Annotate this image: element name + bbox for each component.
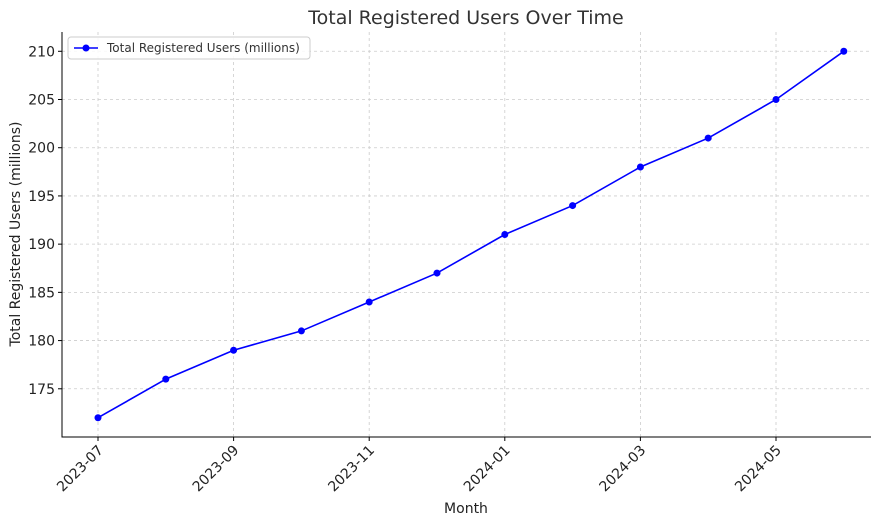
- y-tick-label: 195: [28, 189, 55, 205]
- y-axis: 175 180 185 190 195 200 205 210: [28, 44, 62, 398]
- y-tick-label: 190: [28, 237, 55, 253]
- data-point: [433, 269, 441, 277]
- x-tick-label: 2023-07: [54, 443, 107, 496]
- legend-box: [67, 36, 311, 60]
- legend-marker-swatch: [82, 44, 90, 52]
- data-point: [297, 327, 305, 335]
- data-point: [772, 96, 780, 103]
- data-point: [94, 414, 102, 422]
- series-layer: [94, 47, 848, 422]
- x-tick-label: 2024-01: [461, 443, 514, 496]
- data-point: [704, 134, 712, 142]
- data-point: [840, 47, 848, 55]
- y-tick-label: 175: [28, 382, 55, 398]
- x-tick-label: 2024-05: [732, 443, 785, 496]
- legend: Total Registered Users (millions): [67, 36, 311, 60]
- axes-frame: [61, 32, 871, 438]
- data-point: [501, 231, 509, 238]
- y-tick-label: 205: [28, 93, 55, 109]
- y-axis-label: Total Registered Users (millions): [8, 122, 24, 348]
- x-tick-label: 2023-09: [190, 443, 243, 496]
- data-point: [230, 346, 238, 354]
- y-tick-label: 185: [28, 285, 55, 301]
- data-point: [636, 163, 644, 171]
- data-point: [365, 298, 373, 306]
- x-tick-label: 2023-11: [325, 443, 378, 496]
- axes-spines: [61, 32, 871, 438]
- data-point: [162, 375, 170, 383]
- series-line: [97, 50, 845, 419]
- chart-title: Total Registered Users Over Time: [307, 7, 624, 29]
- y-tick-label: 210: [28, 44, 55, 60]
- x-tick-label: 2024-03: [597, 443, 650, 496]
- data-point: [569, 202, 577, 210]
- y-tick-label: 180: [28, 334, 55, 350]
- y-tick-label: 200: [28, 141, 55, 157]
- x-axis: 2023-07 2023-09 2023-11 2024-01 2024-03 2024-…: [54, 437, 785, 495]
- grid: [62, 32, 871, 437]
- x-axis-label: Month: [444, 501, 488, 517]
- legend-entry-label: Total Registered Users (millions): [106, 41, 300, 55]
